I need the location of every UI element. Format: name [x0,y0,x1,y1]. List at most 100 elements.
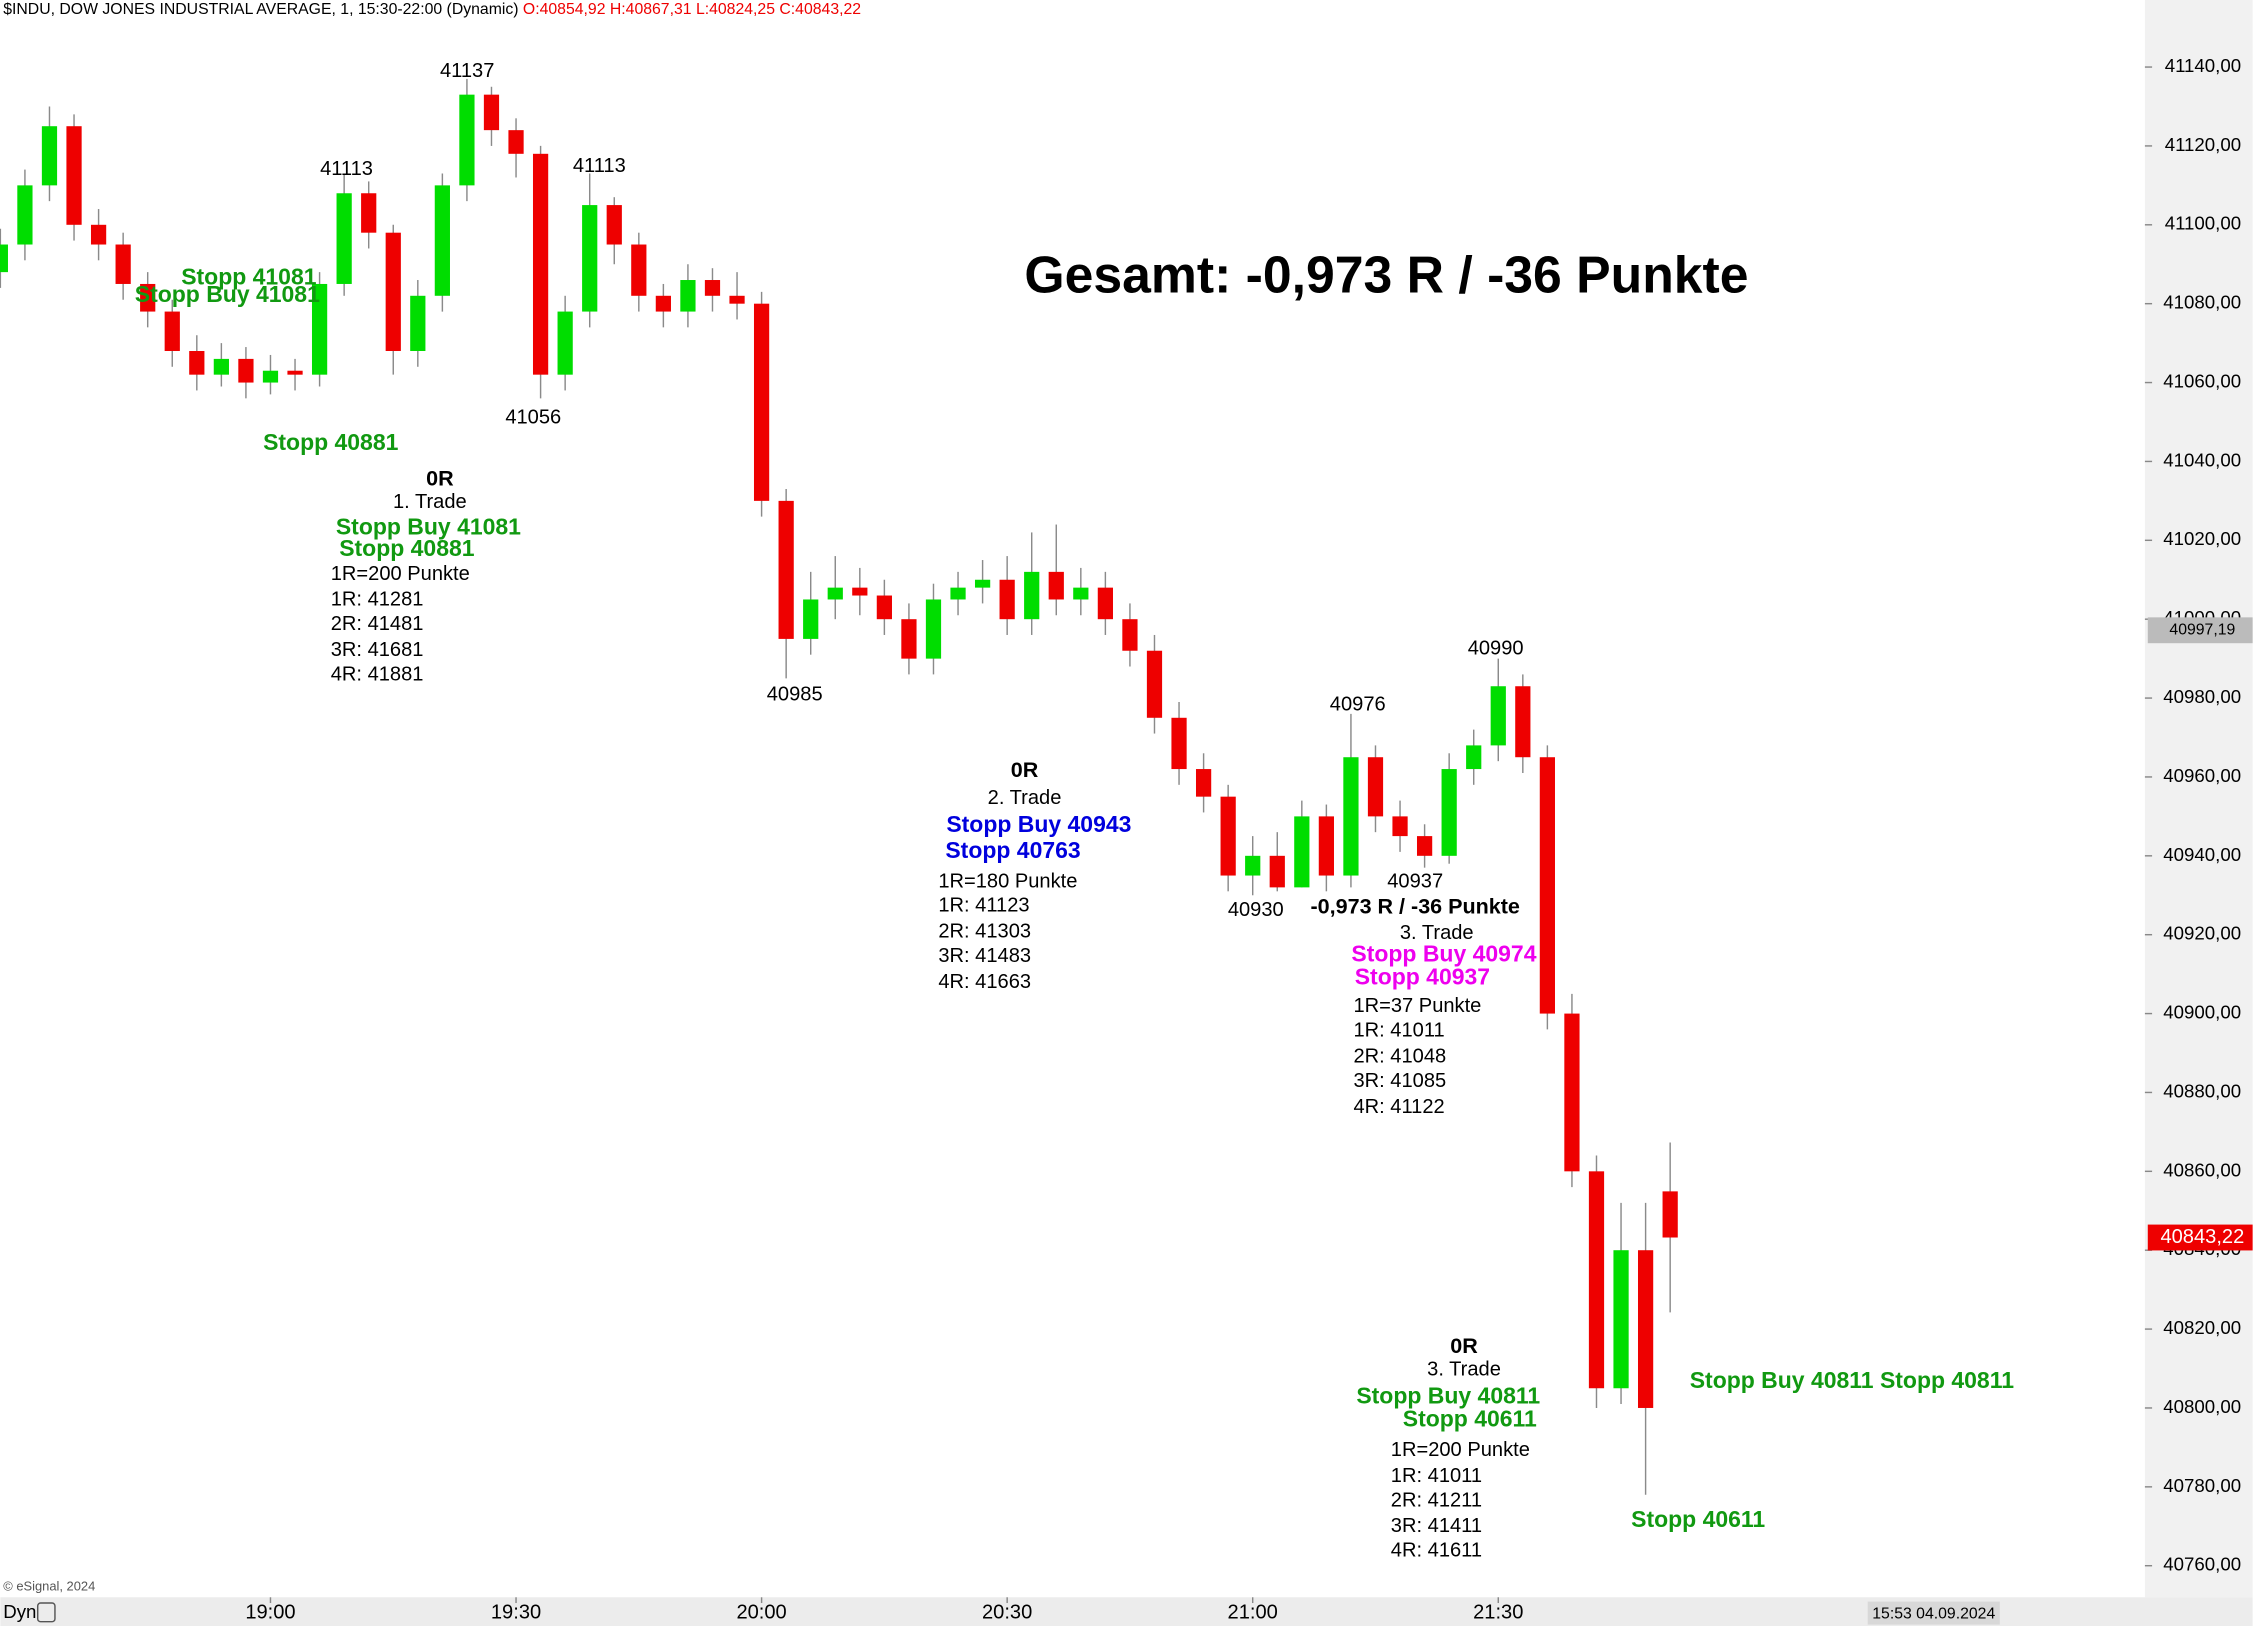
annotation: 0R [1011,758,1039,782]
y-tick-label: 40780,00 [2163,1475,2241,1496]
candle-body [17,185,33,245]
annotation: 40985 [767,684,823,706]
candle-body [753,303,770,501]
mode: Dyn [3,1601,36,1622]
price-marker-label: 40843,22 [2160,1226,2244,1248]
candle-body [557,311,573,375]
price-marker [2147,617,2253,644]
candle-body [999,579,1015,620]
y-tick-label: 41100,00 [2165,213,2241,234]
y-tick-label: 40800,00 [2163,1396,2241,1417]
lock-icon[interactable] [36,1602,56,1623]
copyright: © eSignal, 2024 [3,1579,95,1594]
annotation: 41137 [440,60,494,82]
candle-body [1367,757,1384,817]
candle-body [90,224,107,245]
candle-body [1024,571,1040,620]
annotation: 3. Trade [1427,1359,1501,1381]
candle-body [41,126,58,186]
x-tick-label: 20:30 [982,1601,1032,1623]
candle-body [1294,816,1310,888]
ohlc: O:40854,92 H:40867,31 L:40824,25 C:40843… [523,1,861,18]
price-marker [2147,1224,2253,1251]
candle-body [115,244,131,284]
header: $INDU, DOW JONES INDUSTRIAL AVERAGE, 1, … [3,1,861,18]
y-tick-label: 40820,00 [2163,1317,2241,1338]
annotation: Stopp 40881 [339,535,475,561]
candle-body [729,295,745,304]
candle-body [287,370,303,375]
x-tick-label: 20:00 [736,1601,786,1623]
candle-body [950,587,966,600]
timestamp-box [1867,1601,2000,1625]
candle-body [1416,836,1433,856]
annotation: 40990 [1468,638,1524,660]
annotation: Stopp 40611 [1631,1506,1765,1532]
symbol: $INDU, DOW JONES INDUSTRIAL AVERAGE, 1, … [3,1,518,18]
annotation: 3R: 41411 [1391,1515,1482,1537]
annotation: Stopp Buy 41081 [135,281,320,307]
annotation: 3R: 41483 [938,945,1031,967]
candle-body [876,595,892,620]
annotation: 0R [426,466,454,490]
candle-body [336,193,352,284]
annotation: 1R=200 Punkte [1391,1439,1530,1461]
candle-body [1662,1191,1678,1238]
y-tick-label: 41060,00 [2163,370,2241,391]
annotation: 3R: 41085 [1353,1070,1446,1092]
candle-body [311,283,328,375]
candle-body [1269,855,1285,888]
y-tick-label: 40980,00 [2163,686,2241,707]
annotation: 1R=180 Punkte [938,870,1077,892]
annotation: Stopp Buy 40811 [1356,1383,1540,1409]
annotation: 3. Trade [1400,922,1474,944]
candle-body [631,244,647,296]
annotation: 4R: 41881 [331,663,424,685]
annotation: 1R=37 Punkte [1353,995,1481,1017]
candle-body [1073,587,1089,600]
candle-body [1441,769,1457,856]
y-tick-label: 41140,00 [2165,55,2241,76]
annotation: 4R: 41611 [1391,1540,1482,1562]
candle-body [483,94,500,131]
annotation: -0,973 R / -36 Punkte [1311,894,1520,918]
candle-body [582,205,598,312]
candle-body [213,358,229,375]
annotation: 40976 [1330,694,1386,716]
y-tick-label: 40880,00 [2163,1080,2241,1101]
annotation: 0R [1450,1334,1478,1358]
candle-body [1097,587,1113,620]
x-tick-label: 21:30 [1473,1601,1523,1623]
candle-body [1122,619,1138,651]
annotation: 2R: 41303 [938,921,1031,943]
annotation: 3R: 41681 [331,639,424,661]
annotation: Stopp Buy 41081 [336,514,521,540]
annotation: 2. Trade [988,787,1062,809]
candle-body [1588,1171,1605,1389]
annotation: Stopp 40937 [1355,963,1490,989]
candle-body [0,244,8,273]
annotation: Stopp 40611 [1403,1406,1537,1432]
annotation: 2R: 41211 [1391,1489,1482,1511]
x-tick-label: 19:00 [245,1601,295,1623]
y-tick-label: 41020,00 [2163,528,2241,549]
candle-body [704,280,721,296]
annotation: 1R: 41011 [1391,1465,1482,1487]
annotation: 1R: 41011 [1353,1020,1444,1042]
candle-body [778,500,794,639]
candle-body [434,185,450,296]
y-tick-label: 40920,00 [2163,923,2241,944]
candle-body [262,370,279,383]
annotation: 4R: 41122 [1353,1096,1444,1118]
candle-body [606,205,622,245]
candle-body [1539,757,1555,1014]
candle-body [1318,816,1334,876]
annotation: Stopp 41081 [181,264,317,290]
annotation: 1. Trade [393,491,467,513]
annotation: 40930 [1228,899,1284,921]
candle-body [238,358,254,383]
candle-body [1490,686,1506,746]
x-tick-label: 21:00 [1228,1601,1278,1623]
candle-body [508,130,524,154]
annotation: Stopp Buy 40943 [946,811,1131,837]
